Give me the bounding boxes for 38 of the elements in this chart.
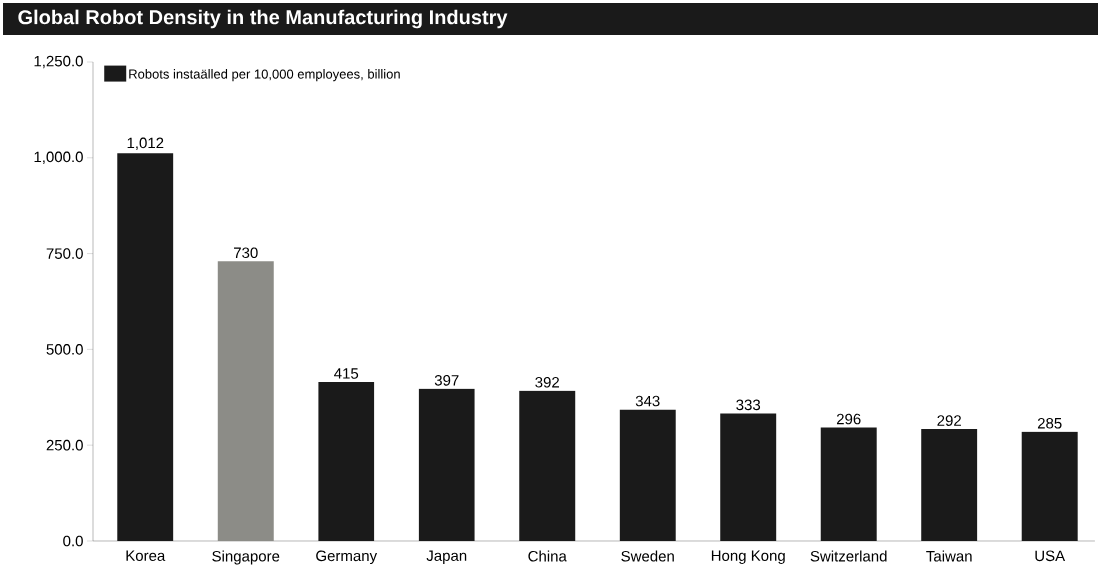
data-label: 397	[434, 375, 459, 386]
bar	[720, 413, 777, 541]
bar	[820, 427, 877, 541]
x-tick-label: Japan	[426, 550, 467, 564]
x-tick-label: Taiwan	[926, 550, 972, 562]
y-tick-label: 1,250.0	[34, 55, 83, 69]
bar	[117, 153, 174, 541]
legend-label: Robots instaälled per 10,000 employees, billion	[129, 69, 400, 82]
y-tick-label: 250.0	[46, 439, 83, 451]
x-tick-label: Germany	[316, 550, 378, 565]
data-label: 343	[635, 395, 660, 407]
x-tick-label: Switzerland	[810, 550, 887, 562]
data-label: 1,012	[127, 137, 164, 150]
x-tick-label: USA	[1035, 550, 1066, 562]
bar	[1021, 431, 1078, 541]
y-tick-label: 500.0	[46, 344, 83, 355]
bar	[318, 381, 375, 541]
x-tick-label: China	[528, 550, 567, 562]
x-tick-label: Sweden	[621, 550, 674, 562]
data-label: 292	[937, 415, 961, 426]
x-tick-label: Singapore	[212, 550, 280, 565]
y-tick-label: 750.0	[46, 248, 83, 259]
bar	[921, 429, 978, 541]
data-label: 730	[234, 247, 258, 259]
data-label: 296	[836, 413, 861, 425]
y-tick-label: 0.0	[63, 535, 83, 547]
bar	[519, 390, 576, 541]
y-tick-label: 1,000.0	[34, 151, 83, 164]
bar	[217, 261, 274, 541]
data-label: 415	[334, 368, 359, 379]
data-label: 392	[535, 376, 559, 388]
bar	[619, 409, 676, 541]
x-tick-label: Hong Kong	[711, 550, 785, 564]
chart-title: Global Robot Density in the Manufacturing Industry	[18, 9, 508, 29]
x-tick-label: Korea	[126, 550, 166, 561]
bar	[418, 388, 475, 541]
data-label: 333	[736, 399, 761, 411]
data-label: 285	[1037, 417, 1062, 429]
